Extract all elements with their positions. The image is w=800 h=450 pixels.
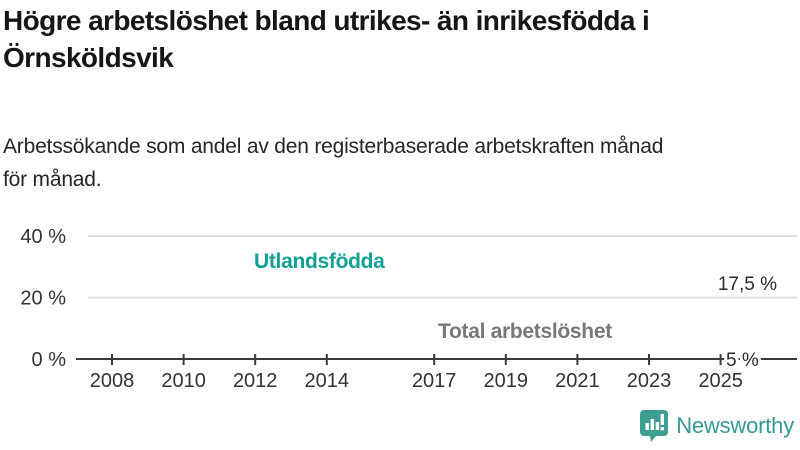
title-line-1: Högre arbetslöshet bland utrikes- än inr… (3, 5, 650, 36)
y-tick-label: 20 % (20, 288, 66, 310)
end-value-label-total: 5 % (726, 350, 759, 371)
newsworthy-icon (640, 410, 669, 442)
y-tick-label: 40 % (20, 226, 66, 248)
x-tick-label: 2021 (555, 370, 600, 392)
title-line-2: Örnsköldsvik (3, 42, 174, 73)
series-label-total: Total arbetslöshet (438, 320, 612, 343)
series-label-utlandsfodda: Utlandsfödda (254, 250, 385, 273)
x-tick-label: 2019 (484, 370, 529, 392)
subtitle-line-2: för månad. (3, 168, 102, 191)
x-tick-label: 2010 (161, 370, 206, 392)
end-value-label-utlandsfodda: 17,5 % (718, 274, 777, 295)
newsworthy-wordmark: Newsworthy (676, 412, 794, 438)
header: Högre arbetslöshet bland utrikes- än inr… (3, 2, 800, 76)
x-tick-label: 2008 (90, 370, 135, 392)
subtitle-line-1: Arbetssökande som andel av den registerb… (3, 135, 664, 158)
x-tick-label: 2023 (627, 370, 672, 392)
x-tick-label: 2014 (305, 370, 350, 392)
x-tick-label: 2012 (233, 370, 278, 392)
y-tick-label: 0 % (32, 349, 67, 371)
chart-subtitle: Arbetssökande som andel av den registerb… (3, 130, 783, 196)
x-tick-label: 2017 (412, 370, 457, 392)
chart-title: Högre arbetslöshet bland utrikes- än inr… (3, 2, 800, 76)
bar-chart-glyph (645, 414, 665, 431)
newsworthy-logo: Newsworthy (639, 409, 794, 442)
x-tick-label: 2025 (698, 370, 743, 392)
